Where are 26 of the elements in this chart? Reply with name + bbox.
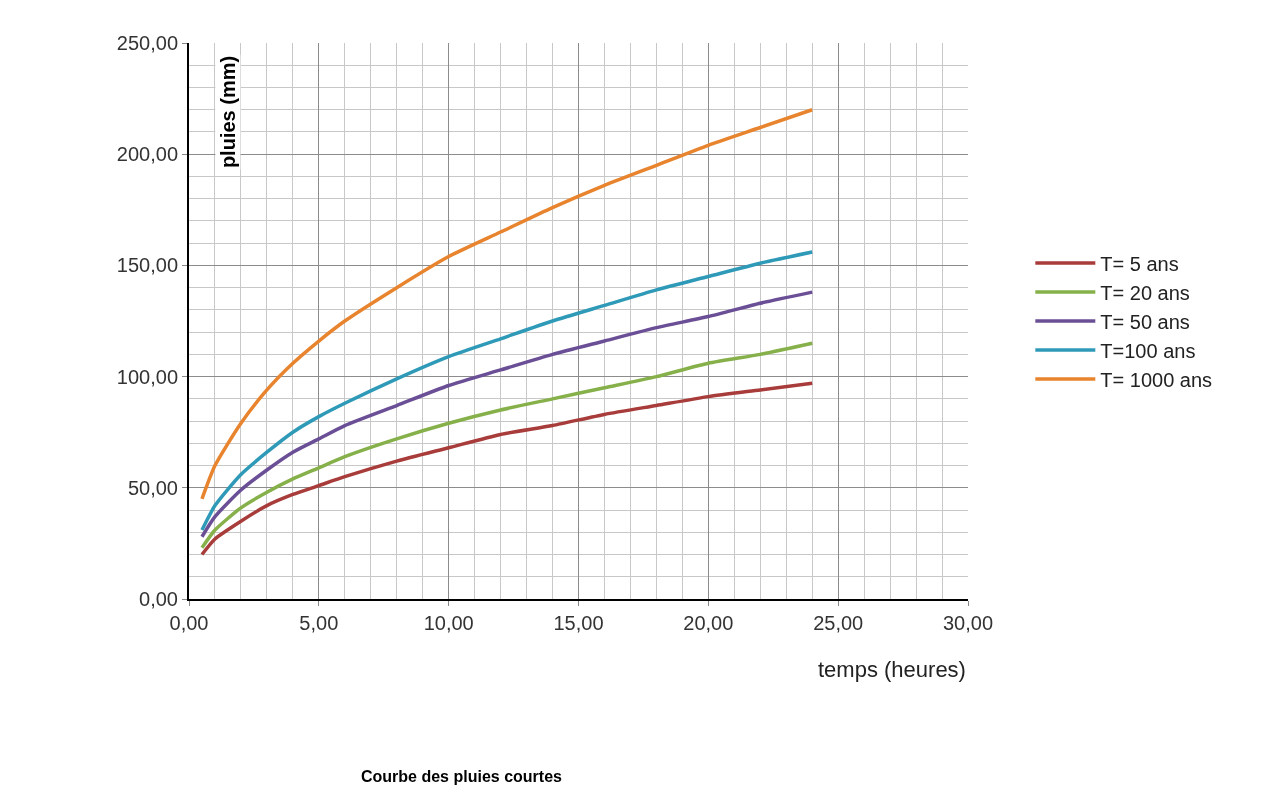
y-tick-label: 250,00 xyxy=(116,32,178,54)
line-series xyxy=(200,381,814,557)
x-tick-label: 30,00 xyxy=(942,612,994,634)
legend-label: T= 5 ans xyxy=(1100,252,1179,275)
y-tick-label: 0,00 xyxy=(139,588,178,610)
y-tick-label: 200,00 xyxy=(116,143,178,166)
legend-label: T= 1000 ans xyxy=(1100,368,1213,391)
legend-label: T= 20 ans xyxy=(1100,281,1190,304)
y-tick-label: 100,00 xyxy=(116,365,178,388)
line-series xyxy=(200,107,814,501)
legend-label: T=100 ans xyxy=(1100,339,1196,362)
text: Courbe des pluies courtes xyxy=(361,768,563,785)
y-axis-title: pluies (mm) xyxy=(216,55,239,169)
line-series xyxy=(200,250,814,532)
x-tick-label: 25,00 xyxy=(813,612,864,634)
line-series xyxy=(200,290,814,539)
line-series xyxy=(200,341,814,550)
legend-label: T= 50 ans xyxy=(1100,310,1190,333)
x-tick-label: 5,00 xyxy=(299,612,339,634)
y-tick-label: 150,00 xyxy=(116,254,178,277)
x-tick-label: 0,00 xyxy=(169,612,209,634)
x-tick-label: 15,00 xyxy=(553,612,604,634)
x-axis-title: temps (heures) xyxy=(818,657,966,682)
x-tick-label: 10,00 xyxy=(423,612,474,634)
y-tick-label: 50,00 xyxy=(127,476,178,499)
x-tick-label: 20,00 xyxy=(683,612,734,634)
